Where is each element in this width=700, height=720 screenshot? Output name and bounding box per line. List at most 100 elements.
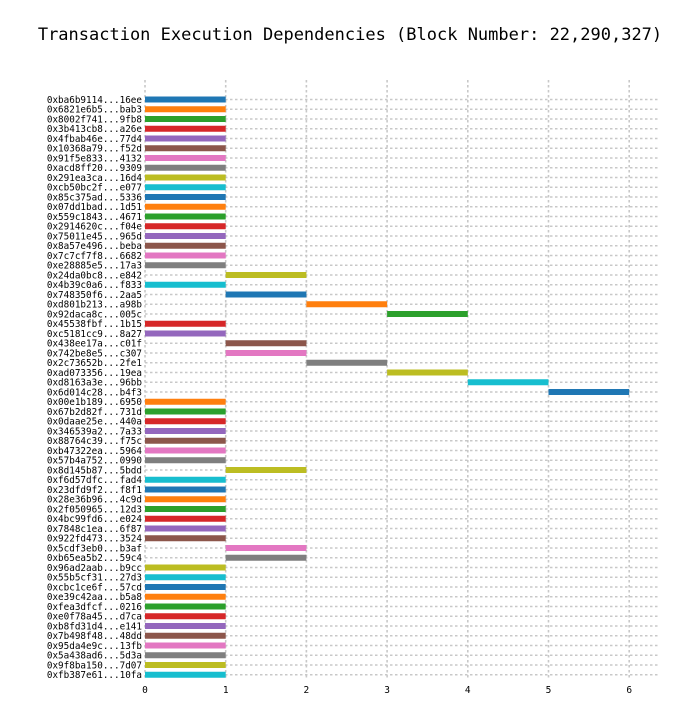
bar [145, 96, 226, 103]
y-tick-label: 0xcbc1ce6f...57cd [47, 582, 142, 593]
bar [145, 252, 226, 259]
bar [145, 437, 226, 444]
y-tick-label: 0x07dd1bad...1d51 [47, 202, 142, 213]
bar [145, 213, 226, 220]
bar [145, 320, 226, 327]
y-tick-label: 0x8002f741...9fb8 [47, 114, 142, 125]
bar [225, 340, 307, 347]
bar [145, 632, 226, 639]
bar [145, 184, 226, 191]
y-tick-label: 0x2c73652b...2fe1 [47, 358, 142, 369]
bar [145, 203, 226, 210]
y-tick-label: 0x922fd473...3524 [47, 534, 143, 545]
bar [145, 428, 226, 434]
bar [145, 242, 226, 249]
x-tick-label: 4 [465, 685, 471, 696]
y-tick-label: 0x92daca8c...005c [47, 309, 142, 320]
y-tick-label: 0x95da4e9c...13fb [47, 641, 143, 652]
y-tick-label: 0x96ad2aab...b9cc [47, 563, 142, 574]
bar [145, 418, 226, 425]
y-tick-label: 0x85c375ad...5336 [47, 192, 142, 203]
chart-title: Transaction Execution Dependencies (Bloc… [38, 25, 662, 45]
y-tick-label: 0x748350f6...2aa5 [47, 290, 142, 301]
bar [145, 506, 226, 512]
y-tick-label: 0xe0f78a45...d7ca [47, 612, 142, 623]
x-tick-label: 2 [304, 685, 310, 696]
y-tick-label: 0xacd8ff20...9309 [47, 163, 142, 174]
y-tick-label: 0x3b413cb8...a26e [47, 124, 143, 135]
bar [145, 106, 226, 113]
y-tick-label: 0x0daae25e...440a [47, 417, 142, 428]
bar [306, 301, 388, 308]
bar [145, 125, 226, 132]
bar [145, 535, 226, 542]
y-tick-label: 0x24da0bc8...e842 [47, 270, 142, 281]
y-tick-label: 0x9f8ba150...7d07 [47, 660, 142, 671]
bars [145, 96, 630, 678]
bar [145, 593, 226, 600]
y-tick-label: 0x2f050965...12d3 [47, 504, 142, 515]
x-tick-label: 1 [223, 685, 229, 696]
y-tick-label: 0x91f5e833...4132 [47, 153, 142, 164]
bar [145, 174, 226, 181]
bar [387, 369, 468, 376]
y-tick-label: 0x75011e45...965d [47, 231, 142, 242]
y-tick-label: 0x28e36b96...4c9d [47, 495, 142, 506]
bar [145, 145, 226, 152]
y-tick-label: 0x6d014c28...b4f3 [47, 387, 142, 398]
bar [145, 135, 226, 142]
y-tick-label: 0xfea3dfcf...0216 [47, 602, 142, 613]
bar [145, 584, 226, 590]
bar [145, 281, 226, 288]
y-tick-label: 0x2914620c...f04e [47, 222, 143, 233]
bar [225, 272, 307, 278]
y-tick-label: 0xba6b9114...16ee [47, 95, 143, 106]
bar [225, 554, 307, 561]
bar [145, 476, 226, 483]
y-tick-label: 0x7c7cf7f8...6682 [47, 251, 142, 262]
y-tick-label: 0x4b39c0a6...f833 [47, 280, 142, 291]
bar [145, 155, 226, 161]
y-tick-label: 0x10368a79...f52d [47, 144, 142, 155]
bar [145, 223, 226, 230]
x-tick-label: 3 [384, 685, 390, 696]
y-tick-labels: 0xba6b9114...16ee0x6821e6b5...bab30x8002… [47, 95, 143, 681]
y-tick-label: 0x45538fbf...1b15 [47, 319, 142, 330]
y-tick-label: 0x5cdf3eb0...b3af [47, 543, 142, 554]
bar [225, 291, 307, 298]
bar [145, 457, 226, 464]
y-tick-label: 0x67b2d82f...731d [47, 407, 142, 418]
bar [145, 525, 226, 532]
bar [145, 662, 226, 668]
bar [145, 233, 226, 239]
bar [145, 330, 226, 337]
y-tick-label: 0xb8fd31d4...e141 [47, 621, 142, 632]
bar [548, 389, 630, 395]
bar [145, 652, 226, 659]
y-tick-label: 0x8d145b87...5bdd [47, 465, 142, 476]
bar [145, 642, 226, 649]
bar [145, 671, 226, 678]
y-tick-label: 0x346539a2...7a33 [47, 426, 142, 437]
bar [145, 496, 226, 503]
y-tick-label: 0x4bc99fd6...e024 [47, 514, 143, 525]
y-tick-label: 0x23dfd9f2...f8f1 [47, 485, 142, 496]
bar [225, 350, 307, 356]
y-tick-label: 0xcb50bc2f...e077 [47, 183, 142, 194]
bar [145, 574, 226, 581]
x-tick-label: 6 [626, 685, 632, 696]
bar [145, 398, 226, 405]
bar [145, 164, 226, 171]
y-tick-label: 0x55b5cf31...27d3 [47, 573, 142, 584]
y-tick-label: 0xd8163a3e...96bb [47, 378, 143, 389]
bar [145, 603, 226, 610]
y-tick-label: 0x438ee17a...c01f [47, 339, 142, 350]
bar [387, 311, 468, 317]
bar [467, 379, 549, 386]
y-tick-label: 0x291ea3ca...16d4 [47, 173, 143, 184]
y-tick-label: 0x742be8e5...c307 [47, 348, 142, 359]
y-tick-label: 0x8a57e496...beba [47, 241, 142, 252]
y-tick-label: 0xf6d57dfc...fad4 [47, 475, 143, 486]
bar [145, 447, 226, 454]
